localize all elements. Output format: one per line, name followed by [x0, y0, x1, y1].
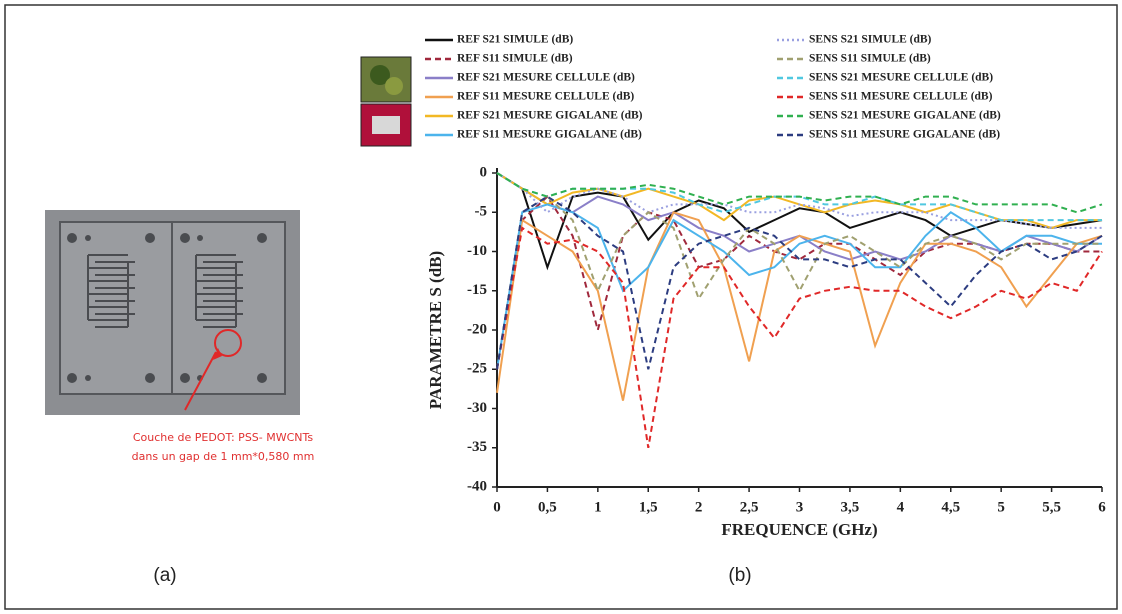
photo-caption: Couche de PEDOT: PSS- MWCNTs	[133, 431, 314, 444]
x-tick-label: 0,5	[538, 499, 557, 515]
legend-label: SENS S21 MESURE GIGALANE (dB)	[809, 110, 1001, 122]
legend-label: REF S21 MESURE GIGALANE (dB)	[457, 110, 643, 122]
legend-label: SENS S21 SIMULE (dB)	[809, 34, 932, 46]
x-tick-label: 0	[493, 499, 501, 515]
y-tick-label: -40	[467, 478, 487, 494]
device-photo	[45, 210, 300, 415]
legend-label: SENS S11 MESURE CELLULE (dB)	[809, 91, 993, 103]
y-tick-label: -10	[467, 243, 487, 259]
x-tick-label: 5	[997, 499, 1005, 515]
legend-label: REF S21 MESURE CELLULE (dB)	[457, 72, 635, 84]
legend-label: REF S11 SIMULE (dB)	[457, 53, 573, 65]
y-tick-label: -5	[475, 204, 488, 220]
y-tick-label: -25	[467, 361, 487, 377]
x-tick-label: 2,5	[740, 499, 759, 515]
panel-label: (a)	[153, 565, 176, 586]
x-tick-label: 2	[695, 499, 703, 515]
y-tick-label: -35	[467, 439, 487, 455]
series-line	[496, 211, 1103, 401]
legend-label: SENS S11 MESURE GIGALANE (dB)	[809, 129, 1000, 141]
x-axis-title: FREQUENCE (GHz)	[721, 520, 877, 539]
photo-caption: dans un gap de 1 mm*0,580 mm	[132, 450, 315, 463]
legend-label: REF S11 MESURE GIGALANE (dB)	[457, 129, 642, 141]
y-tick-label: -30	[467, 400, 487, 416]
panel-label: (b)	[728, 565, 751, 586]
x-tick-label: 5,5	[1042, 499, 1061, 515]
y-tick-label: -20	[467, 321, 487, 337]
series-line	[496, 226, 1103, 448]
plot: 0 -5 -10 -15 -20 -25 -30 -35 -40 0 0,5 1 1,5 2 2,5 3 3,5…	[425, 34, 1106, 539]
x-tick-label: 1,5	[639, 499, 658, 515]
legend-label: SENS S11 SIMULE (dB)	[809, 53, 931, 65]
x-tick-label: 4	[897, 499, 905, 515]
legend-label: SENS S21 MESURE CELLULE (dB)	[809, 72, 993, 84]
y-tick-label: 0	[480, 164, 488, 180]
x-tick-label: 3	[796, 499, 804, 515]
x-tick-label: 1	[594, 499, 602, 515]
legend-label: REF S11 MESURE CELLULE (dB)	[457, 91, 634, 103]
legend-label: REF S21 SIMULE (dB)	[457, 34, 573, 46]
series-line	[496, 195, 1103, 370]
legend-thumbnails	[360, 56, 412, 147]
x-tick-label: 6	[1098, 499, 1106, 515]
x-tick-label: 3,5	[841, 499, 860, 515]
series-line	[496, 172, 1103, 214]
series-line	[496, 195, 1102, 370]
x-tick-label: 4,5	[941, 499, 960, 515]
y-tick-label: -15	[467, 282, 487, 298]
y-axis-title: PARAMETRE S (dB)	[426, 251, 445, 409]
